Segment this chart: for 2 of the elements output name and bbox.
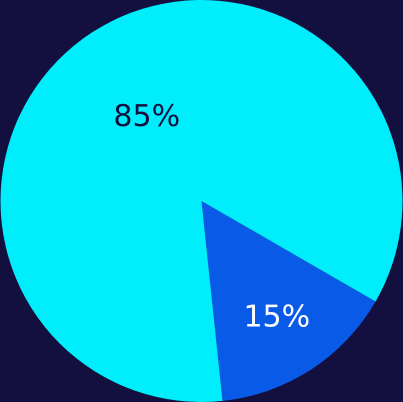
- data-label: 85%: [113, 99, 180, 134]
- data-label: 15%: [243, 299, 310, 334]
